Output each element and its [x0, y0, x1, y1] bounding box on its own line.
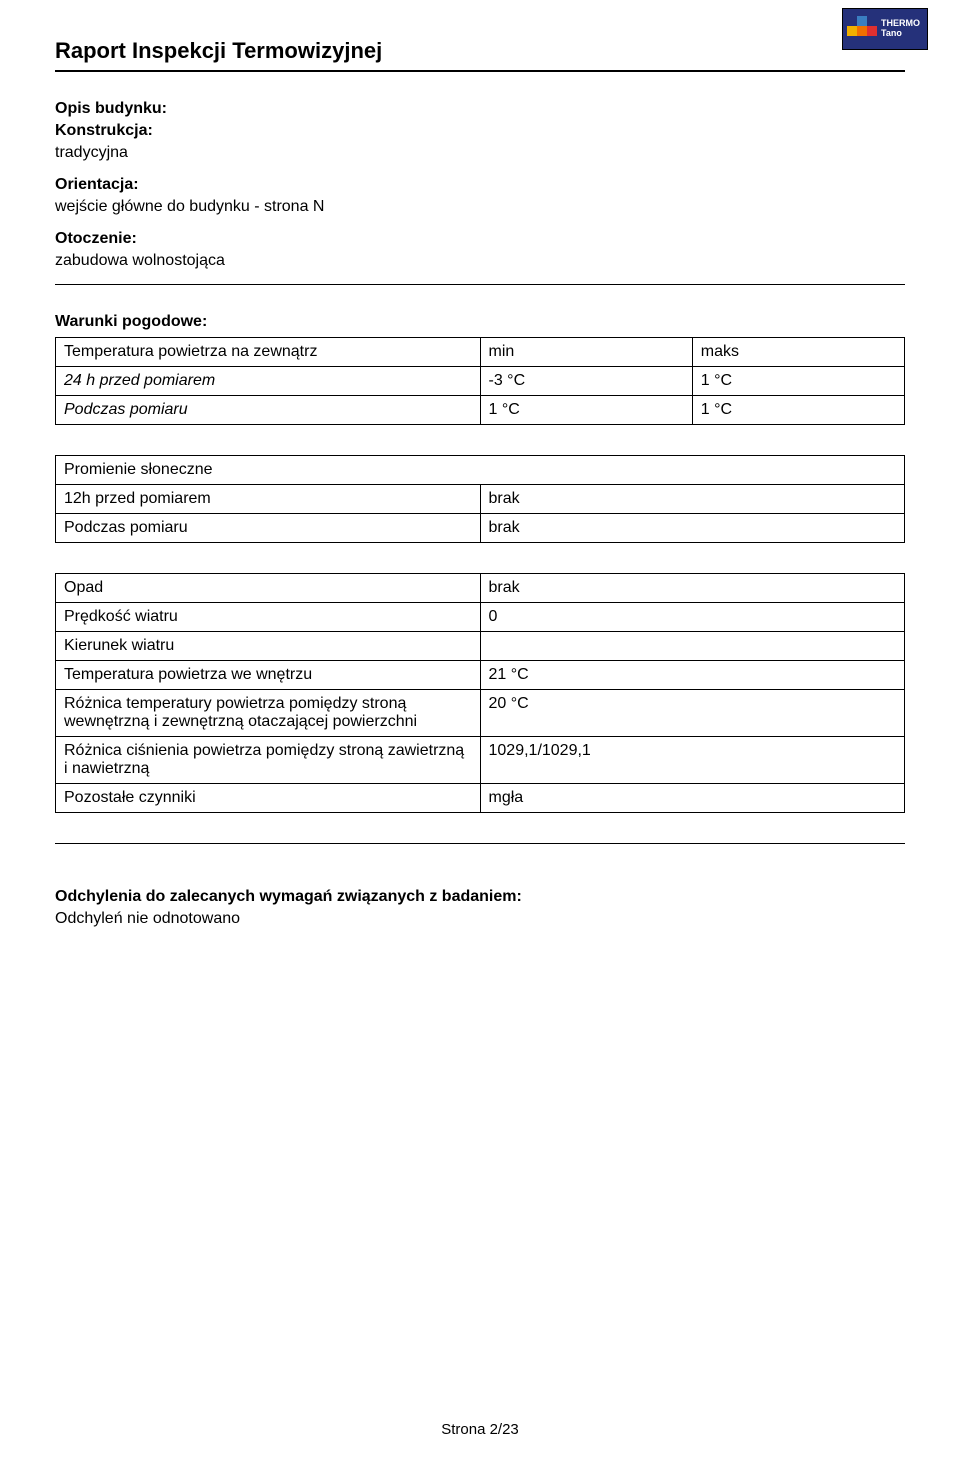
temp-min-header: min [480, 338, 692, 367]
orientation-label: Orientacja: [55, 176, 905, 194]
misc-row5-value: 20 °C [480, 690, 905, 737]
building-section: Opis budynku: Konstrukcja: tradycyjna Or… [55, 100, 905, 270]
page: THERMO Tano Raport Inspekcji Termowizyjn… [0, 0, 960, 1462]
misc-row3-value [480, 632, 905, 661]
table-row: 12h przed pomiarem brak [56, 485, 905, 514]
table-row: Temperatura powietrza na zewnątrz min ma… [56, 338, 905, 367]
misc-row1-label: Opad [56, 574, 481, 603]
temp-header-cell: Temperatura powietrza na zewnątrz [56, 338, 481, 367]
weather-heading: Warunki pogodowe: [55, 313, 905, 331]
table-row: Podczas pomiaru 1 °C 1 °C [56, 396, 905, 425]
misc-row2-value: 0 [480, 603, 905, 632]
misc-row6-value: 1029,1/1029,1 [480, 737, 905, 784]
table-row: Temperatura powietrza we wnętrzu 21 °C [56, 661, 905, 690]
weather-section: Warunki pogodowe: Temperatura powietrza … [55, 313, 905, 813]
sun-header: Promienie słoneczne [56, 456, 905, 485]
table-row: 24 h przed pomiarem -3 °C 1 °C [56, 367, 905, 396]
construction-value: tradycyjna [55, 144, 905, 162]
misc-weather-table: Opad brak Prędkość wiatru 0 Kierunek wia… [55, 573, 905, 813]
orientation-value: wejście główne do budynku - strona N [55, 198, 905, 216]
table-row: Podczas pomiaru brak [56, 514, 905, 543]
page-footer: Strona 2/23 [0, 1421, 960, 1438]
report-title: Raport Inspekcji Termowizyjnej [55, 38, 905, 64]
temp-row2-label: Podczas pomiaru [56, 396, 481, 425]
temp-row2-max: 1 °C [692, 396, 904, 425]
misc-row2-label: Prędkość wiatru [56, 603, 481, 632]
logo-icon [847, 14, 877, 44]
construction-label: Konstrukcja: [55, 122, 905, 140]
section-divider-1 [55, 284, 905, 285]
brand-logo: THERMO Tano [842, 8, 928, 50]
logo-line2: Tano [881, 29, 920, 39]
misc-row7-value: mgła [480, 784, 905, 813]
outside-temp-table: Temperatura powietrza na zewnątrz min ma… [55, 337, 905, 425]
table-row: Różnica ciśnienia powietrza pomiędzy str… [56, 737, 905, 784]
table-row: Promienie słoneczne [56, 456, 905, 485]
table-row: Prędkość wiatru 0 [56, 603, 905, 632]
deviations-section: Odchylenia do zalecanych wymagań związan… [55, 888, 905, 928]
temp-max-header: maks [692, 338, 904, 367]
temp-row1-label: 24 h przed pomiarem [56, 367, 481, 396]
misc-row4-value: 21 °C [480, 661, 905, 690]
sun-row2-label: Podczas pomiaru [56, 514, 481, 543]
misc-row3-label: Kierunek wiatru [56, 632, 481, 661]
title-divider [55, 70, 905, 72]
surroundings-label: Otoczenie: [55, 230, 905, 248]
logo-text: THERMO Tano [881, 19, 920, 39]
table-row: Pozostałe czynniki mgła [56, 784, 905, 813]
sun-row2-value: brak [480, 514, 905, 543]
table-row: Opad brak [56, 574, 905, 603]
deviations-heading: Odchylenia do zalecanych wymagań związan… [55, 888, 905, 906]
building-heading: Opis budynku: [55, 100, 905, 118]
misc-row7-label: Pozostałe czynniki [56, 784, 481, 813]
sun-table: Promienie słoneczne 12h przed pomiarem b… [55, 455, 905, 543]
sun-row1-value: brak [480, 485, 905, 514]
misc-row6-label: Różnica ciśnienia powietrza pomiędzy str… [56, 737, 481, 784]
misc-row5-label: Różnica temperatury powietrza pomiędzy s… [56, 690, 481, 737]
sun-row1-label: 12h przed pomiarem [56, 485, 481, 514]
temp-row1-min: -3 °C [480, 367, 692, 396]
temp-row1-max: 1 °C [692, 367, 904, 396]
section-divider-2 [55, 843, 905, 844]
table-row: Kierunek wiatru [56, 632, 905, 661]
temp-row2-min: 1 °C [480, 396, 692, 425]
deviations-value: Odchyleń nie odnotowano [55, 910, 905, 928]
misc-row4-label: Temperatura powietrza we wnętrzu [56, 661, 481, 690]
surroundings-value: zabudowa wolnostojąca [55, 252, 905, 270]
table-row: Różnica temperatury powietrza pomiędzy s… [56, 690, 905, 737]
misc-row1-value: brak [480, 574, 905, 603]
